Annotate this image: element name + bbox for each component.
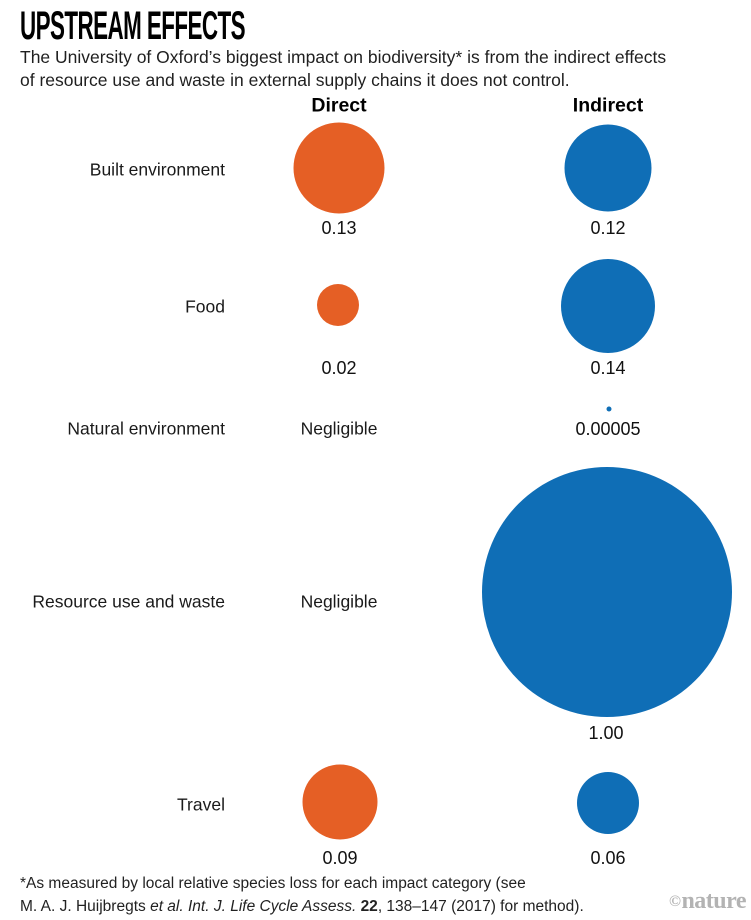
row-label-travel: Travel [177,794,225,815]
bubble-indirect-food [561,259,655,353]
negligible-direct-resource-use-and-waste: Negligible [300,591,378,612]
value-indirect-travel: 0.06 [590,848,626,868]
nature-credit: ©nature [668,888,747,915]
column-header-direct: Direct [311,94,367,117]
footnote-authors: M. A. J. Huijbregts [20,898,151,915]
footnote-pages: , 138–147 (2017) for method). [377,898,584,915]
row-label-food: Food [185,296,225,317]
value-direct-food: 0.02 [321,358,357,378]
footnote-line-2: M. A. J. Huijbregts et al. Int. J. Life … [20,895,584,918]
bubble-direct-built-environment [293,122,385,214]
row-label-built-environment: Built environment [89,159,225,180]
bubble-indirect-built-environment [564,124,652,212]
nature-brand: nature [681,888,746,914]
bubble-indirect-resource-use-and-waste [482,467,732,717]
column-header-indirect: Indirect [572,94,644,117]
footnote-volume: 22 [360,898,378,915]
negligible-direct-natural-environment: Negligible [300,418,378,439]
value-direct-travel: 0.09 [322,848,358,868]
value-indirect-natural-environment: 0.00005 [575,419,641,439]
footnote-line-1: *As measured by local relative species l… [20,875,526,892]
copyright-icon: © [668,893,681,910]
figure-subtitle: The University of Oxford’s biggest impac… [20,46,666,91]
row-label-resource-use-and-waste: Resource use and waste [32,591,225,612]
row-label-natural-environment: Natural environment [67,418,225,439]
bubble-indirect-natural-environment [606,406,612,412]
bubble-direct-food [317,284,359,326]
footnote: *As measured by local relative species l… [20,872,584,918]
bubble-indirect-travel [577,772,639,834]
footnote-journal: et al. Int. J. Life Cycle Assess. [150,898,361,915]
subtitle-line-1: The University of Oxford’s biggest impac… [20,47,667,67]
subtitle-line-2: of resource use and waste in external su… [20,69,570,90]
value-indirect-resource-use-and-waste: 1.00 [588,723,624,743]
figure-title: UPSTREAM EFFECTS [20,4,246,48]
value-indirect-built-environment: 0.12 [590,218,626,238]
value-indirect-food: 0.14 [590,358,626,378]
value-direct-built-environment: 0.13 [321,218,357,238]
bubble-direct-travel [302,764,378,840]
